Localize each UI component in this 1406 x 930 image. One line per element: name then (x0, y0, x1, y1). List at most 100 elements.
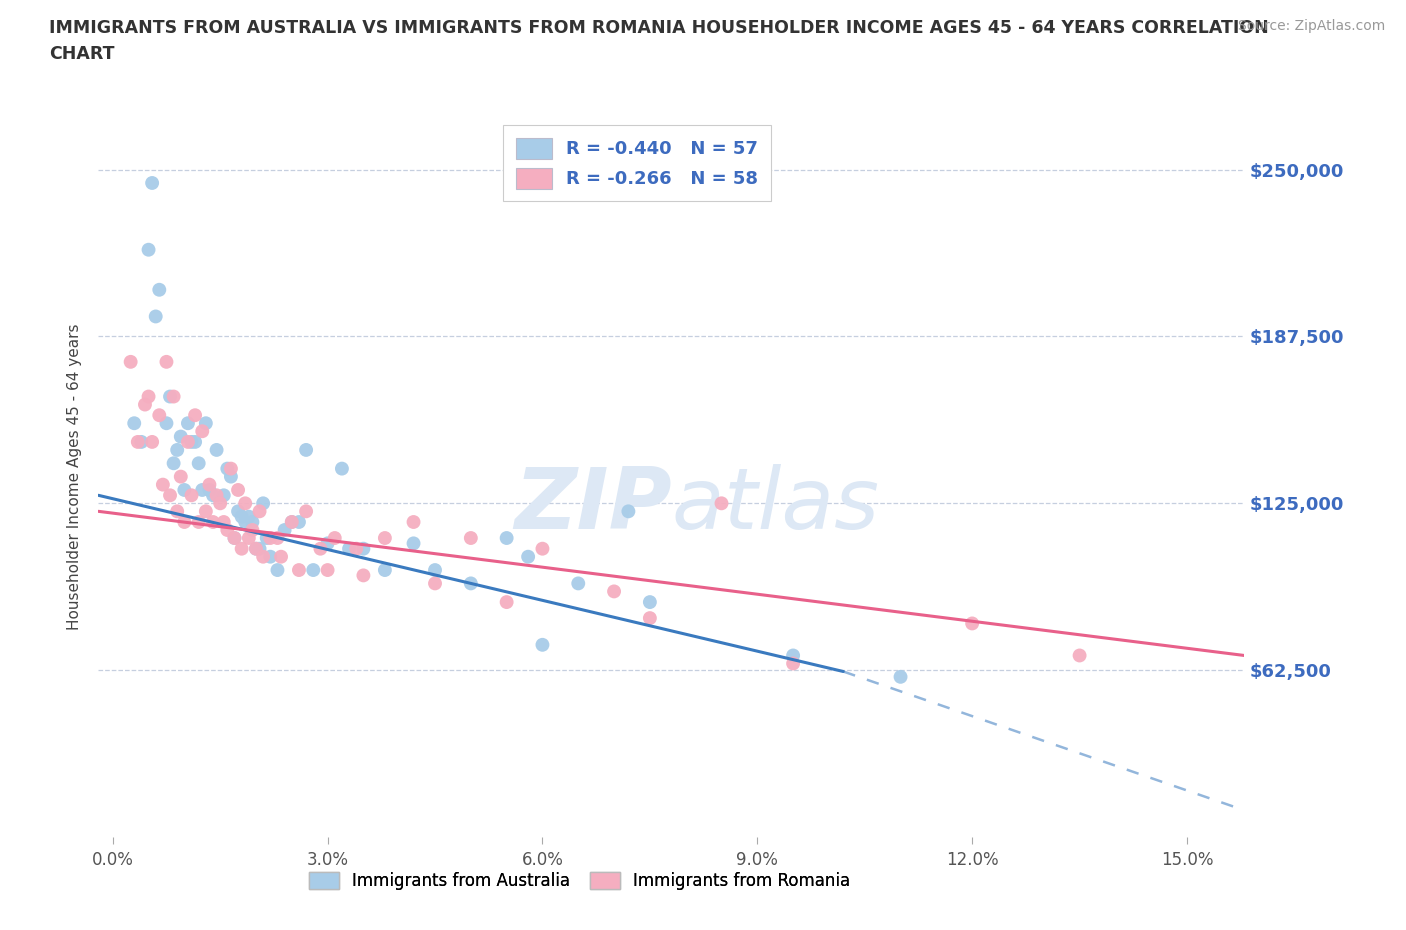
Point (155, 354, 177, 369)
Text: IMMIGRANTS FROM AUSTRALIA VS IMMIGRANTS FROM ROMANIA HOUSEHOLDER INCOME AGES 45 : IMMIGRANTS FROM AUSTRALIA VS IMMIGRANTS … (49, 19, 1270, 36)
Point (1069, 648, 1091, 663)
Point (352, 568, 374, 583)
Point (187, 456, 209, 471)
Point (495, 594, 517, 609)
Point (402, 536, 425, 551)
Point (159, 389, 181, 404)
Point (202, 514, 225, 529)
Point (330, 461, 353, 476)
Point (710, 496, 733, 511)
Text: atlas: atlas (672, 464, 879, 547)
Point (242, 523, 264, 538)
Point (374, 531, 396, 546)
Point (231, 541, 253, 556)
Point (180, 488, 202, 503)
Point (173, 483, 195, 498)
Point (184, 434, 207, 449)
Point (127, 434, 149, 449)
Point (782, 656, 804, 671)
Point (141, 434, 163, 449)
Point (177, 434, 200, 449)
Point (617, 504, 640, 519)
Point (217, 461, 239, 476)
Point (191, 483, 214, 498)
Point (138, 243, 160, 258)
Point (638, 611, 661, 626)
Point (238, 510, 260, 525)
Point (209, 496, 232, 511)
Point (152, 477, 174, 492)
Point (567, 576, 589, 591)
Point (460, 531, 482, 546)
Point (259, 531, 281, 546)
Point (138, 389, 160, 404)
Point (233, 514, 256, 529)
Point (256, 531, 278, 546)
Point (960, 616, 983, 631)
Point (205, 443, 228, 458)
Point (288, 563, 311, 578)
Point (173, 514, 195, 529)
Point (245, 541, 267, 556)
Point (198, 477, 221, 492)
Point (166, 504, 188, 519)
Point (131, 434, 153, 449)
Point (281, 514, 304, 529)
Point (198, 483, 221, 498)
Point (288, 514, 311, 529)
Text: Source: ZipAtlas.com: Source: ZipAtlas.com (1237, 19, 1385, 33)
Point (638, 594, 661, 609)
Point (316, 536, 339, 551)
Point (187, 514, 209, 529)
Point (134, 397, 156, 412)
Point (374, 563, 396, 578)
Point (252, 496, 274, 511)
Point (170, 429, 193, 444)
Point (242, 514, 264, 529)
Point (141, 176, 163, 191)
Point (531, 541, 554, 556)
Point (122, 416, 145, 431)
Point (323, 531, 346, 546)
Point (316, 563, 339, 578)
Point (266, 563, 288, 578)
Point (120, 354, 142, 369)
Point (344, 541, 367, 556)
Point (302, 563, 325, 578)
Point (219, 461, 242, 476)
Point (159, 488, 181, 503)
Point (194, 416, 217, 431)
Point (212, 488, 235, 503)
Point (259, 550, 281, 565)
Point (194, 504, 217, 519)
Point (249, 541, 271, 556)
Point (295, 443, 318, 458)
Point (281, 514, 304, 529)
Point (145, 309, 167, 324)
Point (155, 416, 177, 431)
Point (233, 496, 256, 511)
Point (531, 637, 554, 652)
Point (202, 488, 225, 503)
Point (245, 541, 267, 556)
Point (224, 531, 246, 546)
Point (352, 541, 374, 556)
Point (212, 514, 235, 529)
Point (266, 531, 288, 546)
Point (217, 523, 239, 538)
Point (177, 416, 200, 431)
Point (270, 550, 292, 565)
Point (460, 576, 482, 591)
Point (423, 576, 446, 591)
Point (162, 456, 184, 471)
Point (782, 648, 804, 663)
Point (517, 550, 540, 565)
Point (309, 541, 332, 556)
Point (295, 504, 318, 519)
Text: CHART: CHART (49, 45, 115, 62)
Point (402, 514, 425, 529)
Point (252, 550, 274, 565)
Point (226, 483, 249, 498)
Point (148, 407, 170, 422)
Point (166, 443, 188, 458)
